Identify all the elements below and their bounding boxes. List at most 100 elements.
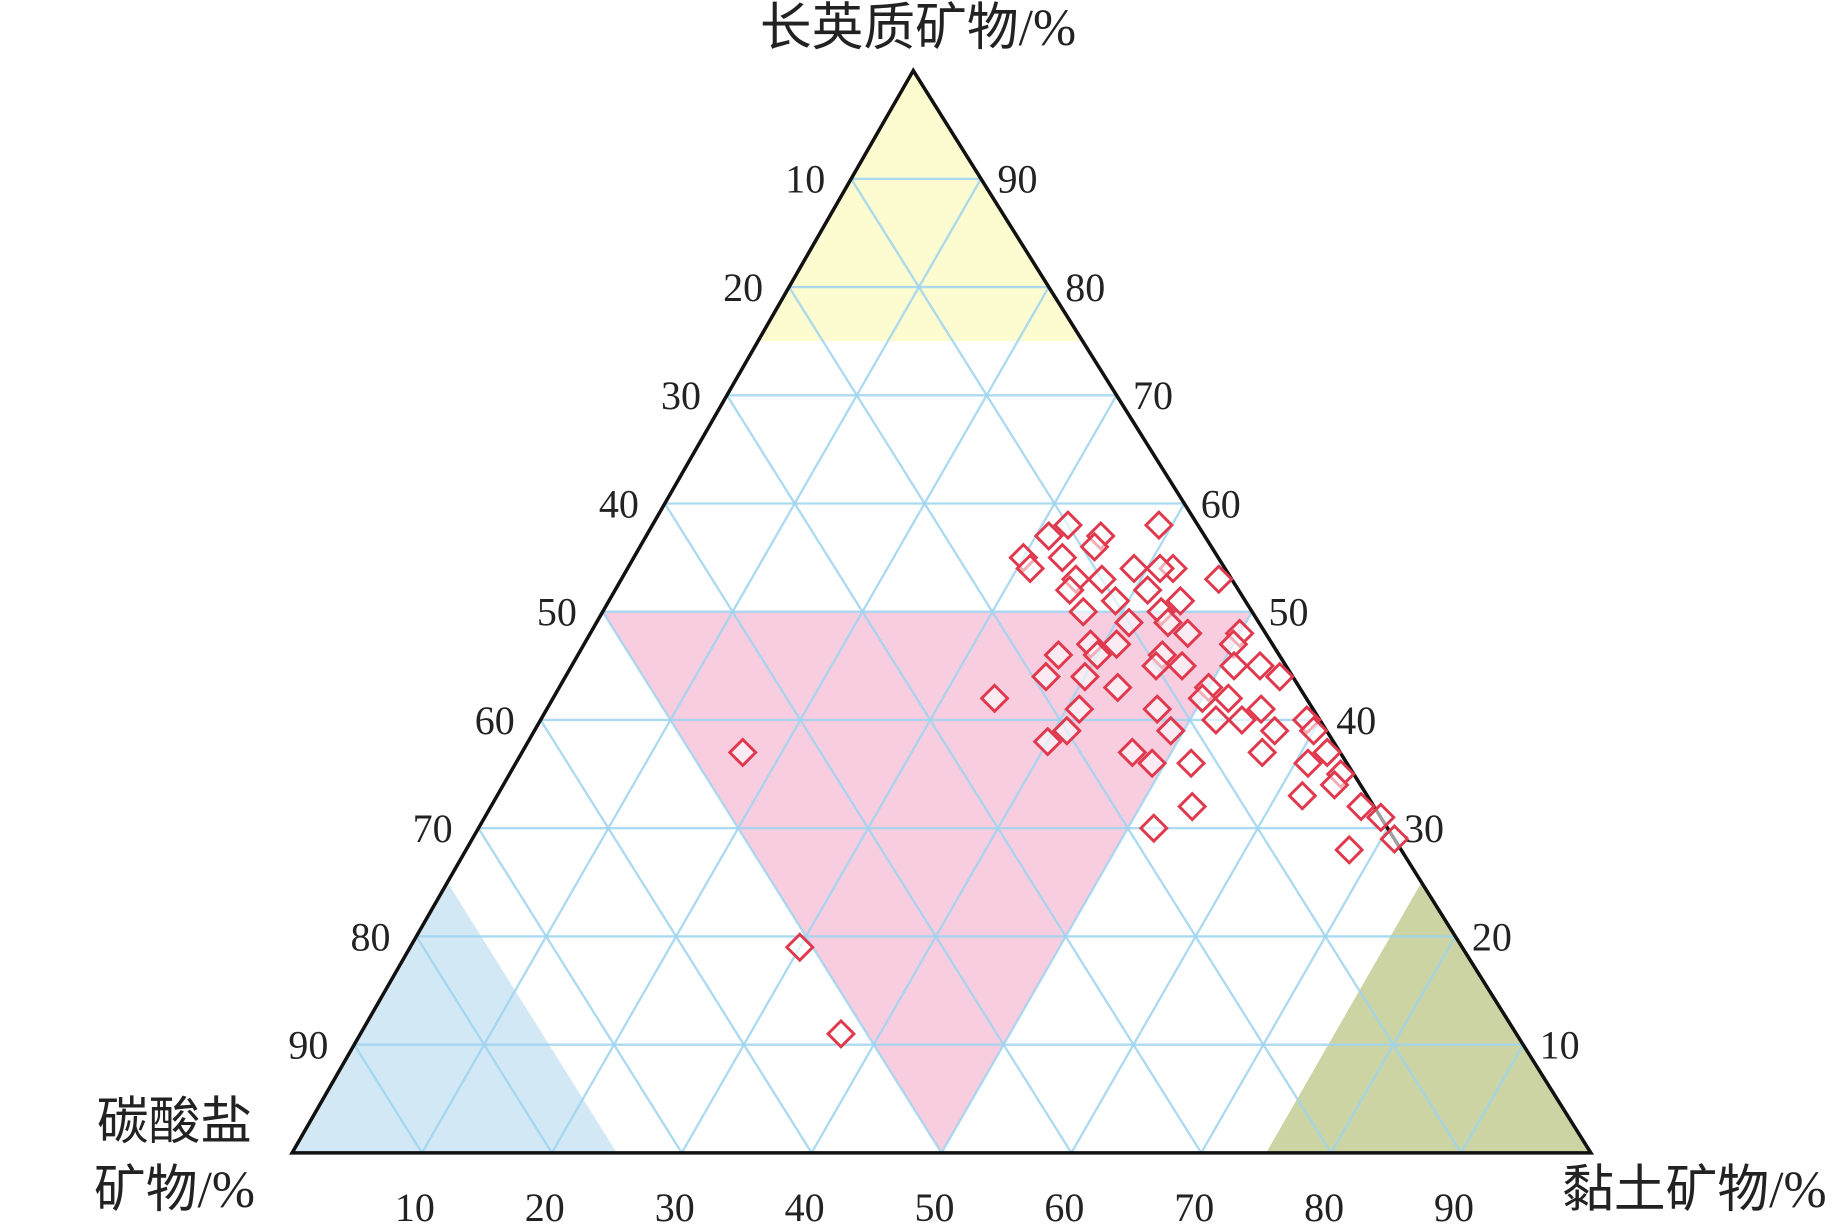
region: [292, 882, 617, 1153]
right-tick-label: 20: [1472, 914, 1512, 959]
data-point: [1141, 650, 1172, 681]
data-point: [1047, 542, 1078, 573]
data-point: [825, 1018, 857, 1049]
data-point: [1137, 748, 1168, 779]
data-point: [1334, 834, 1365, 865]
data-point: [1102, 672, 1133, 703]
grid-line: [353, 1044, 423, 1154]
data-point: [1030, 661, 1061, 692]
data-point: [1069, 661, 1100, 692]
data-point: [1292, 748, 1323, 779]
data-point: [1213, 683, 1244, 714]
grid-line: [415, 935, 553, 1154]
data-point: [1043, 640, 1074, 671]
grid-line: [420, 178, 983, 1154]
triangle-frame: [289, 67, 1595, 1155]
data-point: [979, 683, 1010, 714]
data-point: [1165, 585, 1196, 616]
grid-line: [1459, 1044, 1525, 1154]
grid-line: [680, 394, 1118, 1154]
bottom-tick-label: 60: [1044, 1185, 1084, 1227]
right-tick-label: 70: [1133, 373, 1173, 418]
right-tick-label: 40: [1336, 698, 1376, 743]
left-tick-label: 30: [661, 373, 701, 418]
axis-title-left: 矿物/%: [94, 1162, 255, 1219]
data-point: [1101, 629, 1132, 660]
data-point: [1246, 694, 1277, 725]
data-point: [1264, 661, 1295, 692]
bottom-tick-label: 20: [525, 1185, 565, 1227]
bottom-tick-label: 90: [1434, 1185, 1474, 1227]
right-tick-label: 50: [1269, 590, 1309, 635]
data-point: [1138, 813, 1169, 844]
left-tick-label: 70: [413, 806, 453, 851]
region: [602, 611, 1253, 1153]
data-point: [1319, 769, 1350, 800]
left-tick-label: 50: [537, 590, 577, 635]
data-point: [1142, 694, 1173, 725]
data-point: [1312, 737, 1343, 768]
bottom-tick-label: 10: [395, 1185, 435, 1227]
data-point: [1052, 510, 1084, 541]
data-point: [1247, 737, 1278, 768]
data-point: [1287, 780, 1318, 811]
data-point: [1032, 726, 1063, 757]
left-tick-label: 80: [350, 914, 390, 959]
data-point: [1054, 575, 1085, 606]
data-point: [1176, 748, 1207, 779]
data-point: [1152, 607, 1183, 638]
grid-line: [477, 827, 683, 1154]
left-tick-label: 90: [288, 1023, 328, 1068]
data-point: [1015, 553, 1046, 584]
left-tick-label: 20: [723, 265, 763, 310]
region: [757, 70, 1083, 342]
data-point: [1203, 564, 1234, 595]
bottom-tick-label: 80: [1304, 1185, 1344, 1227]
bottom-tick-label: 30: [655, 1185, 695, 1227]
data-point: [1143, 510, 1174, 541]
data-point: [1068, 596, 1099, 627]
right-tick-label: 30: [1404, 806, 1444, 851]
region: [1266, 882, 1591, 1153]
left-tick-label: 60: [475, 698, 515, 743]
axis-title-top: 长英质矿物/%: [760, 0, 1076, 57]
data-point: [1155, 715, 1186, 746]
data-point: [1113, 607, 1144, 638]
right-tick-label: 10: [1540, 1023, 1580, 1068]
grid-line: [1070, 719, 1321, 1154]
data-point: [1117, 737, 1148, 768]
data-point: [1079, 531, 1110, 562]
data-point: [727, 737, 758, 768]
data-point: [1244, 650, 1275, 681]
grid-line: [1330, 935, 1457, 1154]
data-point: [1086, 564, 1117, 595]
data-point: [1172, 618, 1203, 649]
bottom-tick-label: 40: [785, 1185, 825, 1227]
data-point: [1187, 683, 1218, 714]
data-point: [1145, 553, 1176, 584]
data-point: [784, 932, 815, 963]
left-tick-label: 40: [599, 481, 639, 526]
right-tick-label: 80: [1065, 265, 1105, 310]
data-point: [1100, 585, 1131, 616]
data-point: [1226, 704, 1257, 735]
data-point: [1033, 520, 1064, 551]
right-tick-label: 60: [1201, 481, 1241, 526]
grid-line: [601, 611, 943, 1154]
data-point: [1298, 715, 1329, 746]
data-point: [1200, 704, 1231, 735]
data-point: [1082, 640, 1113, 671]
data-point: [1064, 694, 1095, 725]
axis-title-right: 黏土矿物/%: [1562, 1162, 1827, 1219]
grid-line: [539, 719, 813, 1154]
data-point: [1365, 802, 1396, 833]
data-point: [1218, 650, 1250, 681]
bottom-tick-label: 70: [1174, 1185, 1214, 1227]
data-point: [1132, 575, 1163, 606]
data-point: [1346, 791, 1377, 822]
data-point: [1259, 715, 1290, 746]
grid-line: [725, 394, 1203, 1154]
right-tick-label: 90: [997, 157, 1037, 202]
